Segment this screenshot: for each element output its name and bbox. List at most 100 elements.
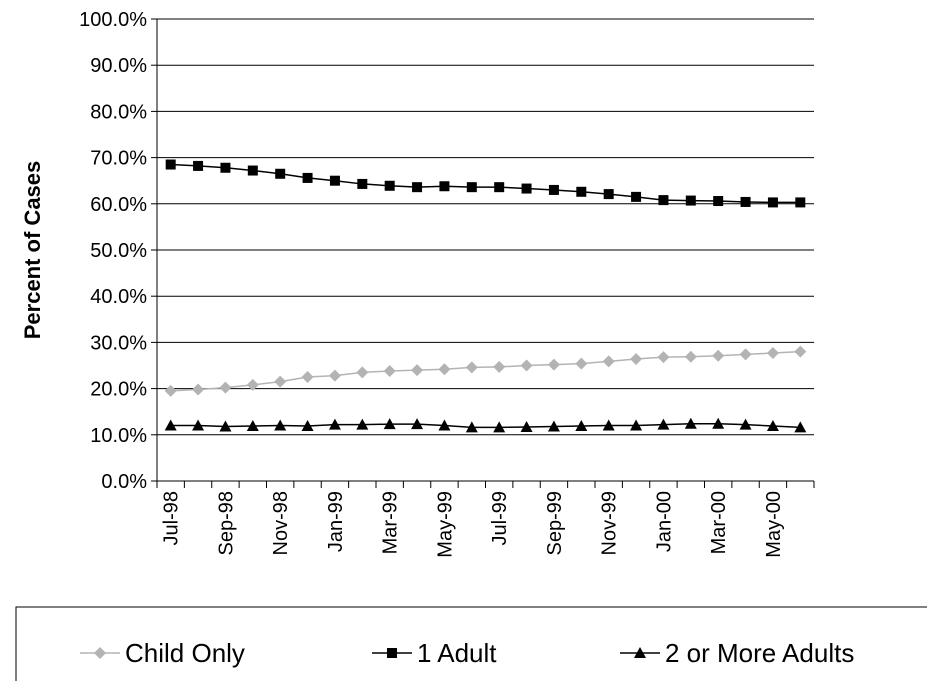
data-point-triangle [575, 420, 588, 432]
data-point-triangle [274, 419, 287, 431]
data-point-triangle [766, 420, 779, 432]
data-point-diamond [766, 347, 779, 360]
data-point-diamond [739, 348, 752, 361]
data-point-triangle [657, 418, 670, 430]
data-point-diamond [575, 357, 588, 370]
data-point-square [548, 184, 559, 195]
data-point-diamond [794, 345, 807, 358]
data-point-square [275, 168, 286, 179]
data-point-diamond [301, 371, 314, 384]
data-point-square [521, 183, 532, 194]
y-tick-label: 100.0% [79, 9, 147, 31]
legend-label: 1 Adult [417, 638, 497, 668]
data-point-diamond [657, 351, 670, 364]
x-tick-label: Nov-99 [599, 491, 621, 555]
y-tick-label: 70.0% [90, 148, 147, 170]
data-point-square [329, 175, 340, 186]
data-point-diamond [493, 360, 506, 373]
data-point-triangle [438, 419, 451, 431]
series-line [170, 422, 801, 429]
data-point-triangle [301, 420, 314, 432]
data-point-square [631, 191, 642, 202]
data-point-triangle [547, 420, 560, 432]
data-point-square [494, 182, 505, 193]
data-point-diamond [219, 381, 232, 394]
y-tick-label: 80.0% [90, 101, 147, 123]
series-group [164, 159, 807, 433]
data-point-triangle [246, 420, 259, 432]
y-tick-label: 20.0% [90, 379, 147, 401]
data-point-square [576, 186, 587, 197]
x-tick-label: Jul-99 [489, 491, 511, 545]
data-point-square [658, 195, 669, 206]
x-tick-label: May-99 [434, 491, 456, 558]
data-point-triangle [602, 419, 615, 431]
data-point-triangle [411, 418, 424, 430]
series-2 [165, 159, 806, 208]
x-tick-label: Jan-99 [325, 491, 347, 552]
data-point-diamond [356, 366, 369, 379]
data-point-triangle [219, 420, 232, 432]
x-tick-label: Sep-99 [544, 491, 566, 556]
data-point-diamond [712, 349, 725, 362]
x-tick-label: Jan-00 [653, 491, 675, 552]
data-point-triangle [794, 421, 807, 433]
data-point-diamond [192, 383, 205, 396]
data-point-diamond [274, 375, 287, 388]
y-tick-label: 60.0% [90, 194, 147, 216]
data-point-square [795, 197, 806, 208]
series-1 [164, 345, 807, 397]
data-point-triangle [383, 418, 396, 430]
series-3 [164, 417, 807, 433]
data-point-square [220, 162, 231, 173]
x-tick-label: Nov-98 [270, 491, 292, 555]
data-point-triangle [630, 419, 643, 431]
legend-marker-square [387, 648, 397, 658]
legend: Child Only 1 Adult 2 or More Adults [15, 606, 927, 681]
data-point-triangle [328, 418, 341, 430]
data-point-square [740, 196, 751, 207]
x-axis-ticks: Jul-98 Sep-98 Nov-98 Jan-99 Mar-99 May-99 Jul-… [156, 481, 815, 558]
x-tick-label: May-00 [763, 491, 785, 558]
x-tick-label: Sep-98 [215, 491, 237, 556]
y-tick-label: 0.0% [101, 471, 147, 493]
data-point-diamond [684, 350, 697, 363]
y-axis-title: Percent of Cases [20, 161, 45, 340]
data-point-diamond [630, 353, 643, 366]
data-point-square [302, 172, 313, 183]
data-point-square [357, 178, 368, 189]
data-point-square [713, 196, 724, 207]
data-point-triangle [164, 419, 177, 431]
data-point-square [685, 195, 696, 206]
legend-box [15, 606, 927, 681]
legend-label: 2 or More Adults [665, 638, 854, 668]
data-point-diamond [328, 369, 341, 382]
data-point-triangle [356, 418, 369, 430]
data-point-square [603, 189, 614, 200]
data-point-diamond [547, 358, 560, 371]
data-point-diamond [246, 378, 259, 391]
data-point-square [247, 165, 258, 176]
y-tick-label: 40.0% [90, 286, 147, 308]
data-point-square [439, 181, 450, 192]
data-point-triangle [712, 417, 725, 429]
legend-marker-triangle [634, 647, 646, 658]
data-point-square [767, 197, 778, 208]
data-point-triangle [520, 420, 533, 432]
legend-marker-diamond [94, 647, 106, 659]
data-point-triangle [465, 421, 478, 433]
y-tick-label: 50.0% [90, 240, 147, 262]
data-point-triangle [493, 421, 506, 433]
x-tick-label: Mar-00 [708, 491, 730, 554]
data-point-triangle [192, 419, 205, 431]
data-point-square [466, 182, 477, 193]
legend-entry: Child Only [80, 638, 245, 668]
data-point-diamond [383, 365, 396, 378]
legend-entry: 1 Adult [372, 638, 497, 668]
legend-label: Child Only [125, 638, 245, 668]
data-point-triangle [684, 417, 697, 429]
x-tick-label: Jul-98 [161, 491, 183, 545]
data-point-diamond [438, 363, 451, 376]
data-point-diamond [602, 355, 615, 368]
